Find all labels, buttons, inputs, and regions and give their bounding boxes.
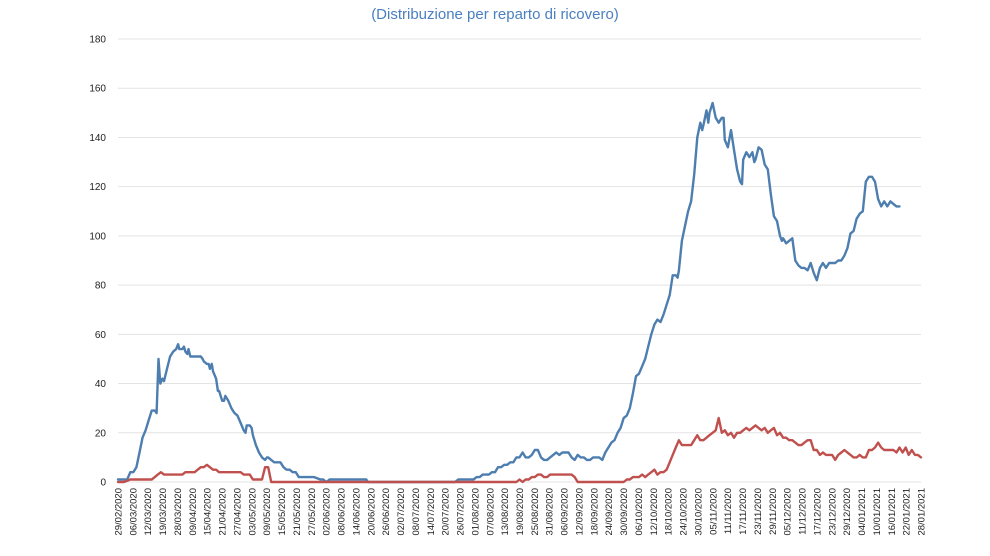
x-tick-label: 03/05/2020 [247, 488, 258, 536]
x-tick-label: 30/09/2020 [619, 488, 630, 536]
x-tick-label: 11/11/2020 [723, 488, 734, 534]
x-tick-label: 07/08/2020 [485, 488, 496, 536]
x-tick-label: 12/10/2020 [649, 488, 660, 536]
y-tick-label: 60 [95, 330, 107, 341]
x-tick-label: 27/05/2020 [307, 488, 318, 536]
x-tick-label: 14/07/2020 [426, 488, 437, 536]
y-tick-label: 0 [100, 478, 106, 489]
x-tick-label: 10/01/2021 [872, 488, 883, 536]
x-tick-label: 30/10/2020 [693, 488, 704, 536]
x-tick-label: 08/06/2020 [337, 488, 348, 536]
x-tick-label: 29/11/2020 [768, 488, 779, 535]
x-tick-label: 21/05/2020 [292, 488, 303, 536]
series-line-red [116, 416, 923, 484]
x-tick-label: 19/03/2020 [158, 488, 169, 536]
x-tick-label: 25/08/2020 [530, 488, 541, 536]
x-tick-label: 12/03/2020 [143, 488, 154, 536]
series-line-blue [116, 101, 901, 484]
x-tick-label: 19/08/2020 [515, 488, 526, 536]
series-lines [116, 101, 923, 484]
x-tick-label: 14/06/2020 [351, 488, 362, 536]
x-tick-label: 26/07/2020 [456, 488, 467, 536]
x-tick-label: 28/01/2021 [917, 488, 928, 536]
x-tick-label: 20/07/2020 [441, 488, 452, 536]
x-tick-label: 17/12/2020 [812, 488, 823, 536]
x-tick-label: 04/01/2021 [857, 488, 868, 536]
x-tick-label: 13/08/2020 [500, 488, 511, 536]
x-tick-label: 02/07/2020 [396, 488, 407, 536]
x-tick-label: 26/06/2020 [381, 488, 392, 536]
x-tick-label: 05/11/2020 [708, 488, 719, 535]
y-tick-label: 80 [95, 281, 107, 292]
x-tick-label: 16/01/2021 [887, 488, 898, 536]
x-axis-ticks: 29/02/2020 06/03/2020 12/03/2020 19/03/2020… [114, 488, 928, 536]
x-tick-label: 18/09/2020 [589, 488, 600, 536]
x-tick-label: 31/08/2020 [545, 488, 556, 536]
x-tick-label: 06/03/2020 [128, 488, 139, 536]
x-tick-label: 17/11/2020 [738, 488, 749, 535]
x-tick-label: 20/06/2020 [366, 488, 377, 536]
x-tick-label: 15/05/2020 [277, 488, 288, 536]
chart-title: (Distribuzione per reparto di ricovero) [371, 6, 619, 23]
x-tick-label: 09/04/2020 [188, 488, 199, 536]
x-tick-label: 02/06/2020 [322, 488, 333, 536]
x-tick-label: 28/03/2020 [173, 488, 184, 536]
x-tick-label: 22/01/2021 [902, 488, 913, 536]
x-tick-label: 01/08/2020 [470, 488, 481, 536]
x-tick-label: 18/10/2020 [664, 488, 675, 536]
x-tick-label: 06/09/2020 [560, 488, 571, 536]
x-tick-label: 24/09/2020 [604, 488, 615, 536]
y-tick-label: 100 [89, 231, 106, 242]
gridlines [118, 38, 921, 483]
x-tick-label: 27/04/2020 [232, 488, 243, 536]
x-tick-label: 08/07/2020 [411, 488, 422, 536]
y-axis-ticks: 0 20 40 60 80 100 120 140 160 180 [89, 35, 106, 489]
x-tick-label: 23/11/2020 [753, 488, 764, 535]
x-tick-label: 23/12/2020 [827, 488, 838, 536]
x-tick-label: 12/09/2020 [574, 488, 585, 536]
x-tick-label: 24/10/2020 [679, 488, 690, 536]
y-tick-label: 140 [89, 133, 106, 144]
x-tick-label: 15/04/2020 [203, 488, 214, 536]
x-tick-label: 11/12/2020 [798, 488, 809, 535]
x-tick-label: 29/02/2020 [114, 488, 125, 536]
x-tick-label: 09/05/2020 [262, 488, 273, 536]
x-tick-label: 05/12/2020 [783, 488, 794, 536]
y-tick-label: 180 [89, 35, 106, 46]
y-tick-label: 20 [95, 428, 107, 439]
y-tick-label: 160 [89, 84, 106, 95]
x-tick-label: 06/10/2020 [634, 488, 645, 536]
x-tick-label: 29/12/2020 [842, 488, 853, 536]
x-tick-label: 21/04/2020 [218, 488, 229, 536]
y-tick-label: 40 [95, 379, 107, 390]
y-tick-label: 120 [89, 182, 106, 193]
